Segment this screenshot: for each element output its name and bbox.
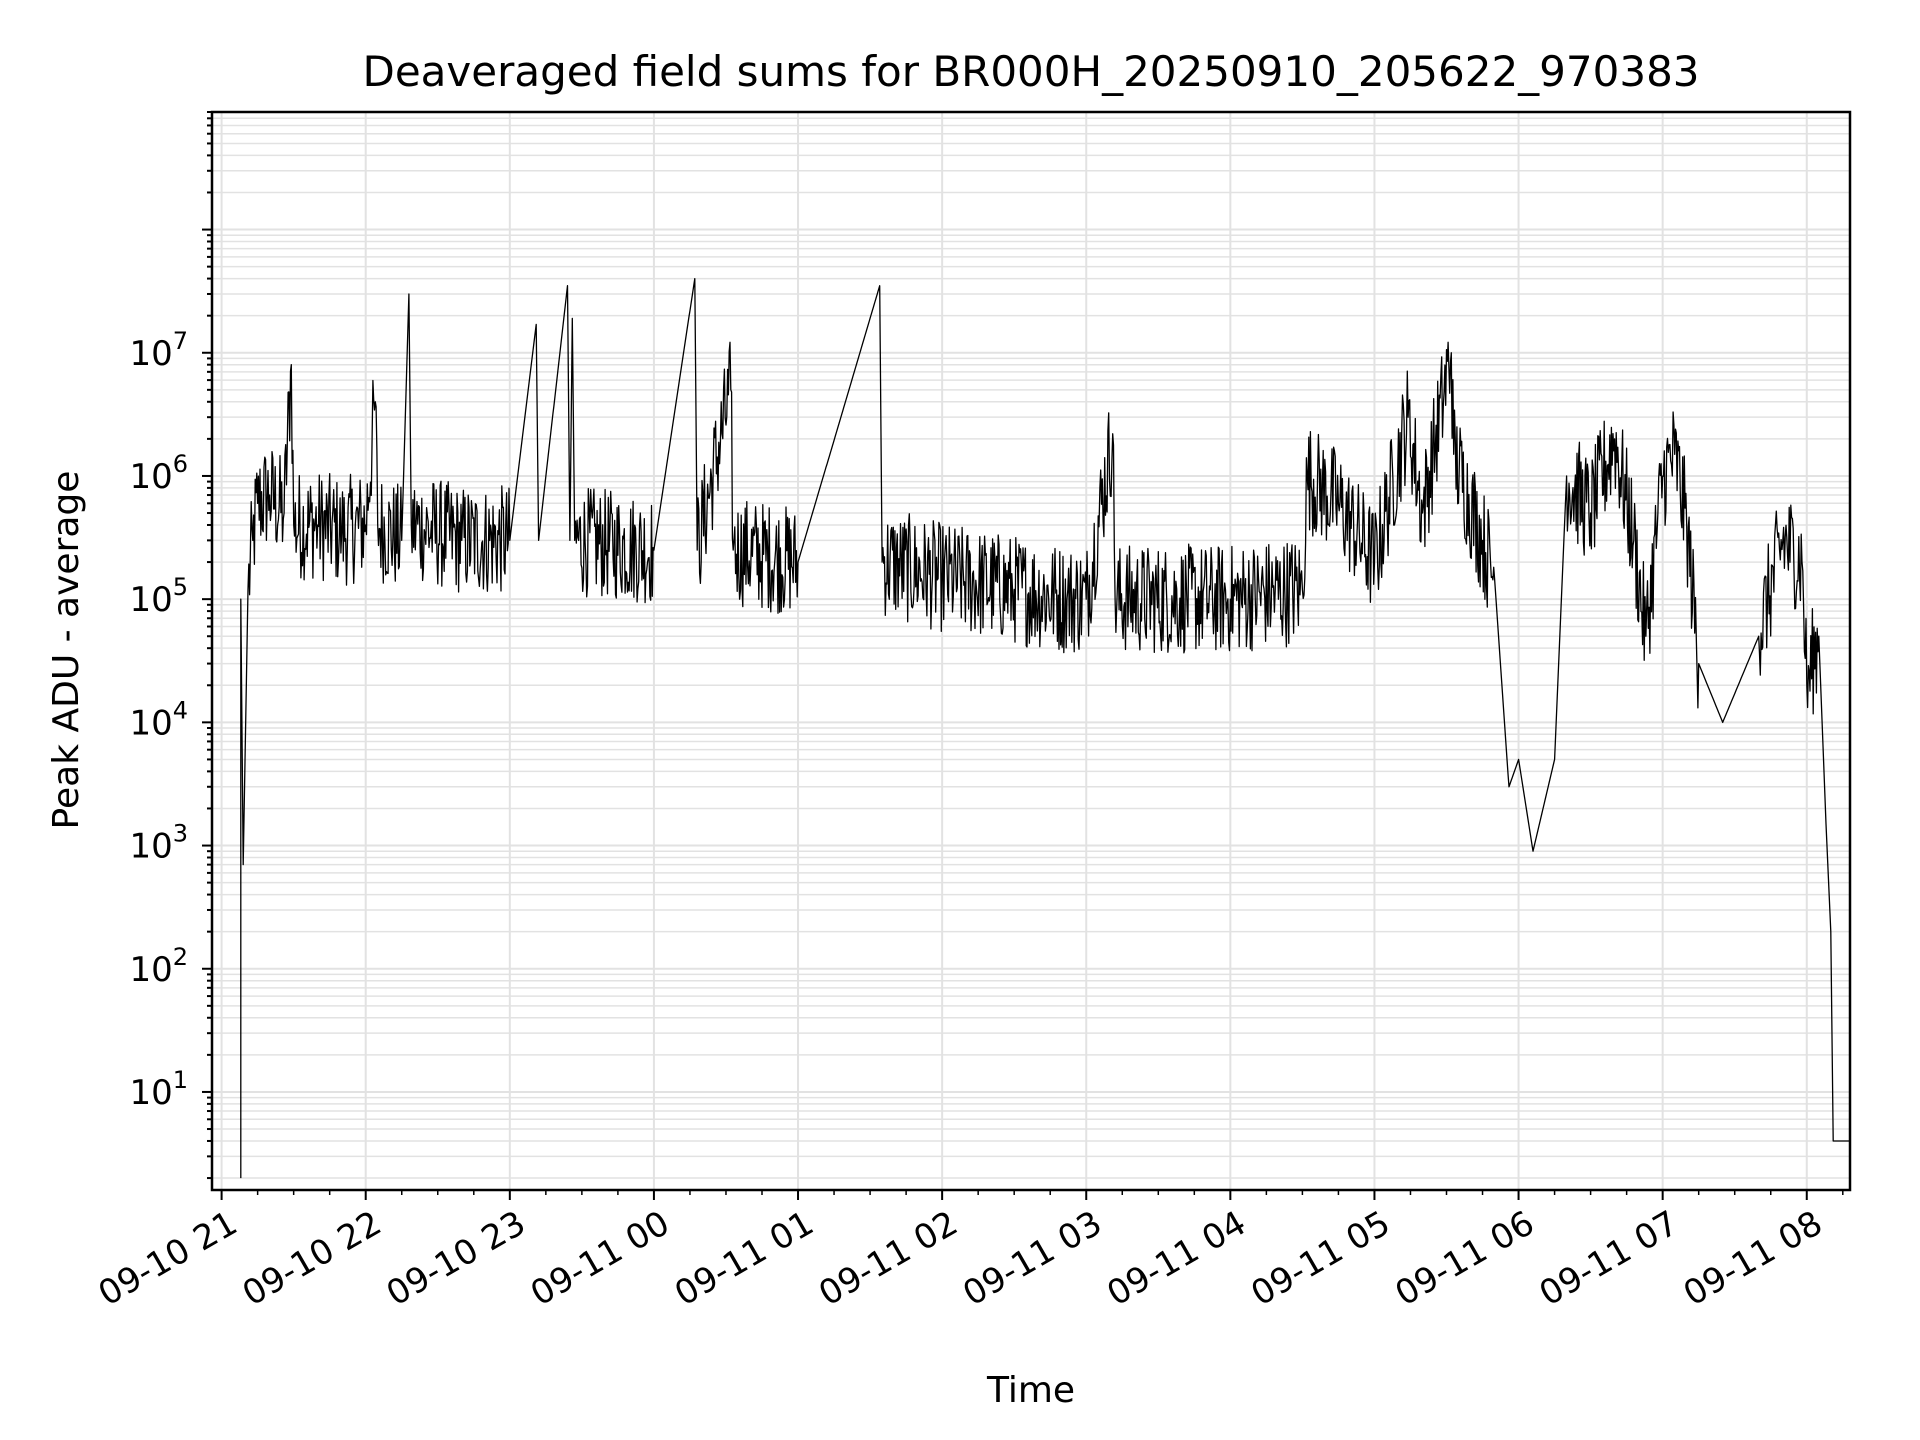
y-tick-base: 10 [129, 950, 172, 990]
y-tick-exponent: 4 [173, 696, 188, 724]
y-tick-exponent: 2 [173, 943, 188, 971]
y-tick-label: 102 [129, 943, 188, 990]
x-axis-label: Time [986, 1370, 1075, 1411]
y-axis-label: Peak ADU - average [46, 471, 87, 830]
y-tick-base: 10 [129, 827, 172, 867]
grid-layer [212, 111, 1850, 1190]
y-tick-base: 10 [129, 334, 172, 374]
series-line [240, 277, 1850, 1179]
y-tick-label: 103 [129, 820, 188, 867]
y-tick-exponent: 5 [173, 573, 188, 601]
y-tick-exponent: 7 [173, 327, 188, 355]
y-tick-base: 10 [129, 457, 172, 497]
y-tick-exponent: 3 [173, 820, 188, 848]
y-tick-exponent: 6 [173, 450, 188, 478]
y-tick-label: 107 [129, 327, 188, 374]
plot-frame [210, 110, 1852, 1192]
y-tick-base: 10 [129, 1073, 172, 1113]
series-layer [240, 277, 1850, 1179]
chart-title: Deaveraged field sums for BR000H_2025091… [362, 47, 1699, 96]
y-tick-label: 105 [129, 573, 188, 620]
y-tick-label: 106 [129, 450, 188, 497]
y-tick-base: 10 [129, 703, 172, 743]
y-tick-label: 104 [129, 696, 188, 743]
y-tick-label: 101 [129, 1066, 188, 1113]
y-tick-exponent: 1 [173, 1066, 188, 1094]
y-tick-base: 10 [129, 580, 172, 620]
